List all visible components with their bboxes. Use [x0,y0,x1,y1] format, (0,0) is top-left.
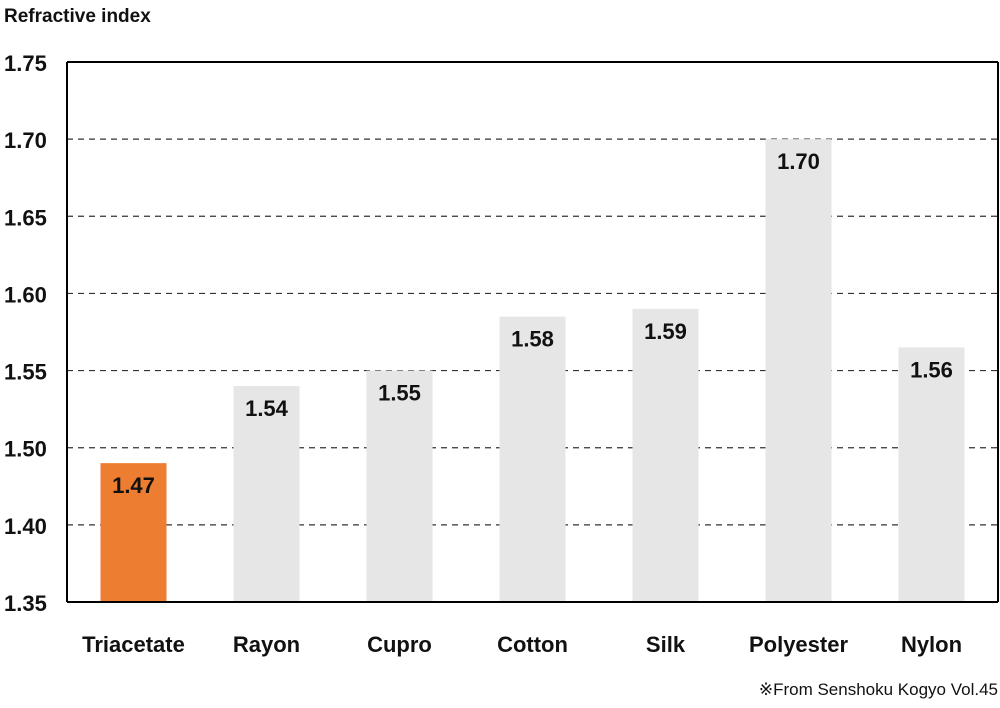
x-tick-label: Polyester [749,632,848,657]
value-label: 1.58 [511,327,554,352]
y-axis-title: Refractive index [4,6,151,27]
y-tick-label: 1.65 [4,205,47,230]
x-tick-label: Triacetate [82,632,185,657]
bars [100,139,965,602]
bar-cupro [366,370,433,602]
x-tick-label: Silk [646,632,686,657]
axes [66,61,999,603]
y-tick-labels: 1.35 1.40 1.50 1.55 1.60 1.65 1.70 1.75 [4,51,47,616]
y-tick-label: 1.75 [4,51,47,76]
source-note: ※From Senshoku Kogyo Vol.45 [758,680,998,699]
bar-triacetate [100,463,167,602]
y-tick-label: 1.60 [4,282,47,307]
x-tick-label: Cotton [497,632,568,657]
x-tick-label: Cupro [367,632,432,657]
x-tick-label: Nylon [901,632,962,657]
value-label: 1.59 [644,319,687,344]
x-tick-label: Rayon [233,632,300,657]
x-tick-labels: Triacetate Rayon Cupro Cotton Silk Polyester N… [82,632,962,657]
y-tick-label: 1.50 [4,437,47,462]
y-tick-label: 1.55 [4,360,47,385]
bar-rayon [233,386,300,602]
value-label: 1.55 [378,381,421,406]
y-tick-label: 1.40 [4,514,47,539]
y-tick-label: 1.35 [4,591,47,616]
value-labels: 1.47 1.54 1.55 1.58 1.59 1.70 1.56 [112,149,953,498]
value-label: 1.47 [112,473,155,498]
bar-cotton [499,316,566,602]
y-tick-label: 1.70 [4,128,47,153]
bar-silk [632,308,699,602]
value-label: 1.56 [910,357,953,382]
bar-polyester [765,139,832,602]
value-label: 1.70 [777,149,820,174]
bar-nylon [898,347,965,602]
value-label: 1.54 [245,396,289,421]
